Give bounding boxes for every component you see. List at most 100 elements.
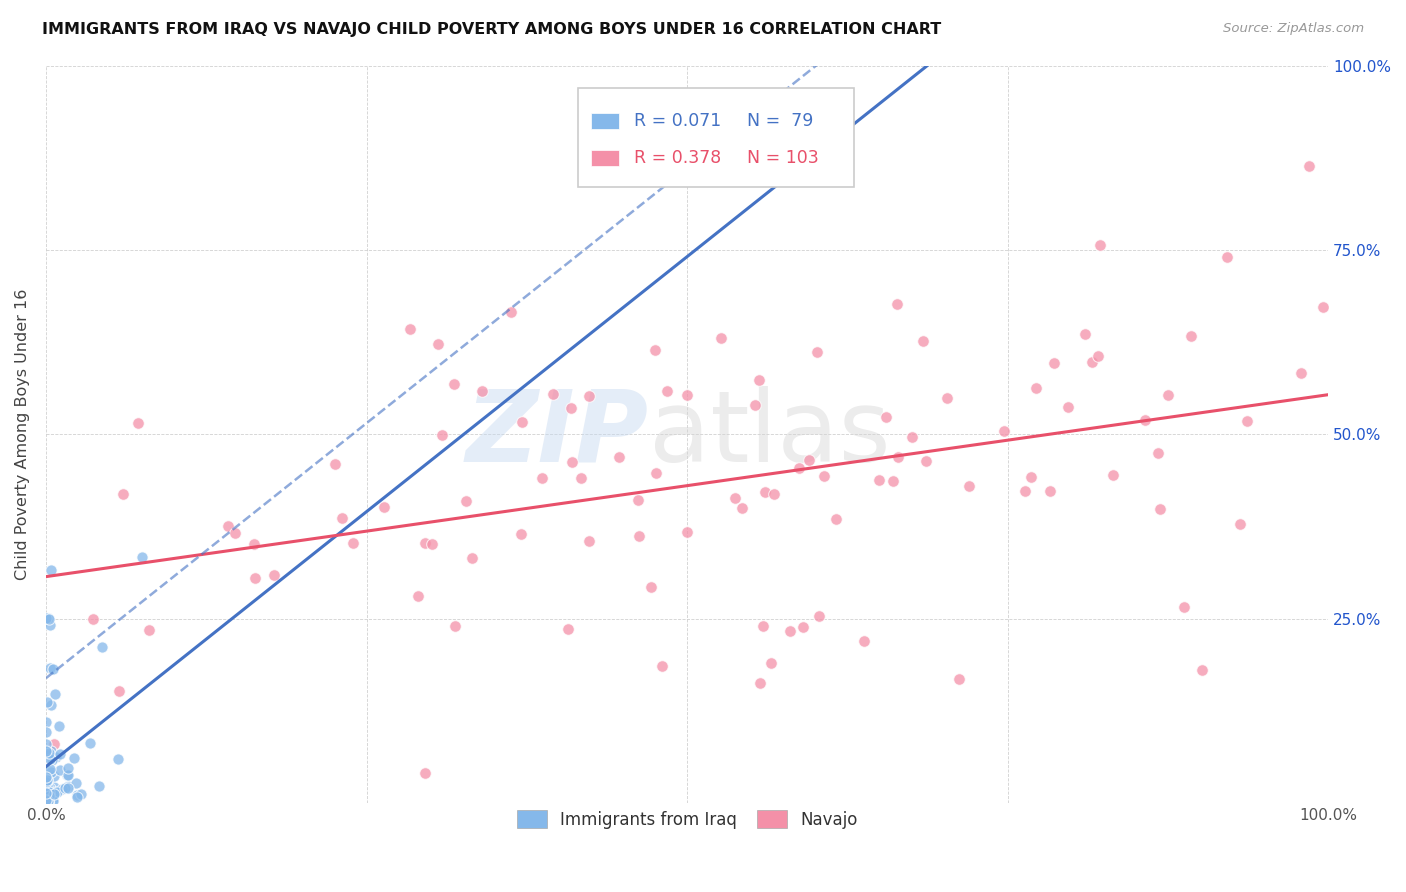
Point — [541, 387, 564, 401]
Point — [56, 768, 79, 782]
Point — [44, 787, 66, 801]
Point — [1133, 413, 1156, 427]
Text: atlas: atlas — [648, 385, 890, 483]
Point — [38, 789, 60, 803]
Point — [35, 779, 58, 793]
Point — [723, 491, 745, 506]
Text: N = 103: N = 103 — [748, 149, 820, 167]
Point — [35, 714, 58, 729]
Text: R = 0.378: R = 0.378 — [634, 149, 721, 167]
Point — [35, 795, 58, 809]
Point — [44, 769, 66, 783]
Point — [640, 580, 662, 594]
Point — [806, 345, 828, 359]
Point — [471, 384, 494, 398]
Point — [48, 747, 70, 762]
Point — [1229, 517, 1251, 532]
Point — [676, 388, 699, 402]
Point — [245, 571, 267, 585]
Point — [761, 656, 783, 670]
Point — [1298, 159, 1320, 173]
Point — [37, 695, 59, 709]
Point — [44, 737, 66, 751]
Point — [432, 427, 454, 442]
FancyBboxPatch shape — [591, 112, 619, 129]
Point — [39, 660, 62, 674]
Point — [1180, 329, 1202, 343]
Point — [35, 776, 58, 790]
Point — [957, 478, 980, 492]
Point — [37, 772, 59, 787]
Point — [37, 611, 59, 625]
Point — [748, 373, 770, 387]
Point — [644, 466, 666, 480]
Point — [38, 612, 60, 626]
Point — [37, 788, 59, 802]
Point — [936, 391, 959, 405]
Point — [900, 430, 922, 444]
Point — [58, 780, 80, 795]
Point — [787, 460, 810, 475]
Point — [420, 537, 443, 551]
Point — [44, 785, 66, 799]
Point — [38, 618, 60, 632]
Point — [37, 795, 59, 809]
Point — [443, 377, 465, 392]
Point — [578, 389, 600, 403]
Point — [875, 410, 897, 425]
Point — [651, 659, 673, 673]
Point — [560, 401, 582, 416]
Point — [852, 634, 875, 648]
Point — [35, 777, 58, 791]
Point — [66, 789, 89, 803]
Point — [38, 752, 60, 766]
Point — [38, 795, 60, 809]
Point — [569, 471, 592, 485]
Point — [39, 563, 62, 577]
Point — [808, 609, 831, 624]
Point — [107, 683, 129, 698]
Point — [886, 450, 908, 464]
Text: N =  79: N = 79 — [748, 112, 814, 130]
Point — [38, 788, 60, 802]
Point — [578, 534, 600, 549]
Point — [882, 475, 904, 489]
Point — [627, 493, 650, 508]
Point — [426, 336, 449, 351]
Point — [501, 305, 523, 319]
Point — [1025, 380, 1047, 394]
Text: Source: ZipAtlas.com: Source: ZipAtlas.com — [1223, 22, 1364, 36]
Point — [35, 783, 58, 797]
Point — [330, 511, 353, 525]
FancyBboxPatch shape — [591, 150, 619, 166]
Point — [799, 453, 821, 467]
Point — [1019, 469, 1042, 483]
Point — [35, 788, 58, 802]
Point — [406, 590, 429, 604]
Point — [644, 343, 666, 357]
Point — [65, 776, 87, 790]
Point — [1173, 599, 1195, 614]
Point — [35, 788, 58, 802]
Point — [35, 795, 58, 809]
Point — [48, 763, 70, 777]
Point — [46, 785, 69, 799]
Point — [744, 399, 766, 413]
Point — [731, 501, 754, 516]
Point — [1157, 388, 1180, 402]
Point — [38, 762, 60, 776]
Point — [35, 747, 58, 761]
Point — [35, 795, 58, 809]
Point — [42, 792, 65, 806]
Point — [561, 455, 583, 469]
Point — [38, 785, 60, 799]
Point — [131, 549, 153, 564]
Point — [217, 519, 239, 533]
Point — [35, 786, 58, 800]
Point — [752, 619, 775, 633]
Point — [710, 331, 733, 345]
Point — [35, 793, 58, 807]
Point — [342, 536, 364, 550]
Point — [792, 620, 814, 634]
Point — [993, 424, 1015, 438]
